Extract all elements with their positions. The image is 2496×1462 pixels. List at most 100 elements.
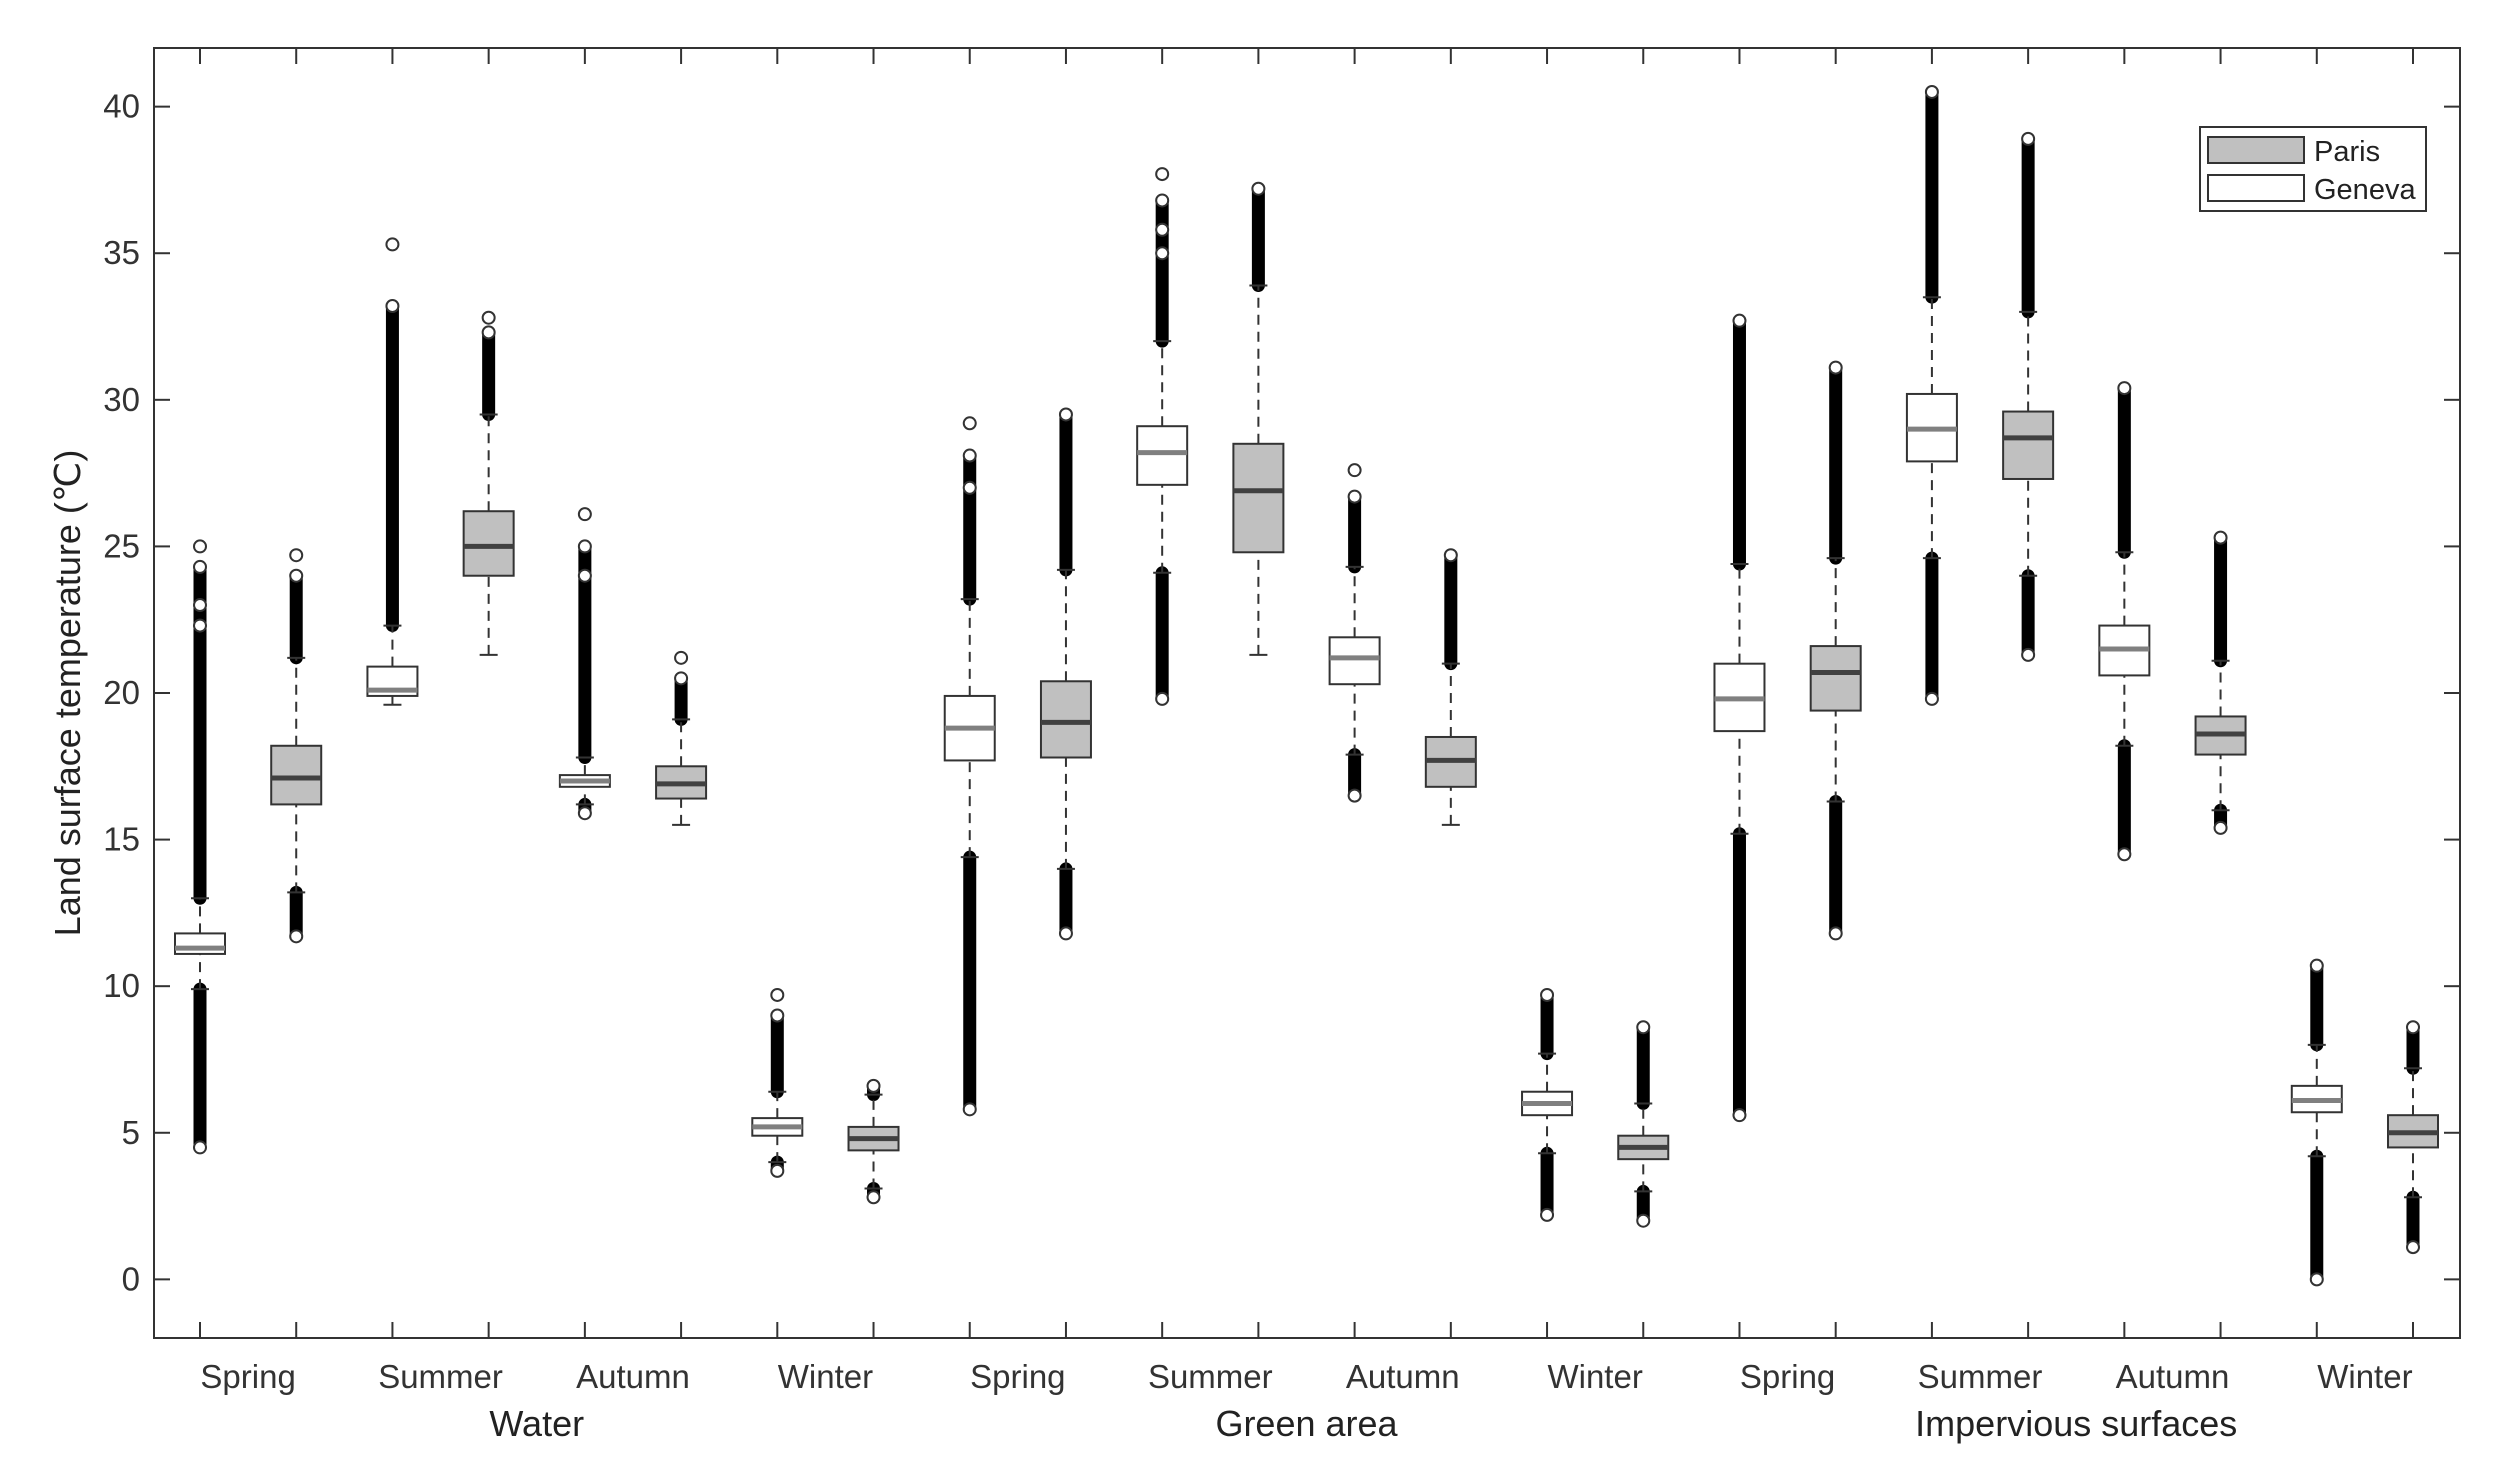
outlier-point: [1924, 84, 1939, 99]
legend-swatch-geneva: [2207, 174, 2305, 202]
y-tick-label: 30: [103, 381, 140, 418]
box-paris: [270, 744, 323, 806]
y-tick-label: 0: [122, 1260, 140, 1297]
outlier-point: [770, 1008, 785, 1023]
outlier-point: [962, 448, 977, 463]
box-geneva: [1136, 425, 1189, 486]
x-axis: [199, 48, 2414, 1338]
outlier-point: [1443, 548, 1458, 563]
outlier-point: [193, 1140, 207, 1155]
outlier-point: [2406, 1020, 2420, 1035]
legend-label-paris: Paris: [2314, 136, 2380, 168]
plot-area: [153, 47, 2461, 1339]
outlier-point: [674, 650, 689, 665]
outlier-point: [1540, 1207, 1555, 1222]
outlier-point: [2021, 131, 2036, 146]
outlier-point: [2117, 381, 2132, 396]
outlier-point: [962, 1102, 977, 1117]
outlier-point: [866, 1078, 881, 1093]
outlier-point: [2309, 1272, 2324, 1287]
outlier-point: [577, 568, 592, 583]
box-series: [174, 84, 2439, 1287]
outlier-point: [481, 325, 496, 340]
outlier-point: [193, 559, 207, 574]
season-label: Spring: [970, 1358, 1065, 1395]
season-label: Spring: [1740, 1358, 1835, 1395]
outlier-point: [1155, 246, 1170, 261]
group-label: Water: [489, 1403, 584, 1444]
legend: Paris Geneva: [2199, 126, 2427, 212]
season-label: Winter: [1547, 1358, 1642, 1395]
season-labels: Spring Summer Autumn Winter Spring Summer Autu…: [200, 1358, 2412, 1395]
y-tick-label: 10: [103, 967, 140, 1004]
outlier-point: [1636, 1213, 1651, 1228]
outlier-point: [2309, 958, 2324, 973]
outlier-point: [193, 618, 207, 633]
outlier-point: [1732, 313, 1747, 328]
outlier-point: [577, 806, 592, 821]
y-tick-label: 15: [103, 821, 140, 858]
outlier-point: [1347, 489, 1362, 504]
outlier-point: [385, 237, 400, 252]
outlier-point: [770, 1163, 785, 1178]
y-axis: 0 5 10 15 20 25 30 35 40: [103, 88, 2460, 1297]
season-label: Summer: [1918, 1358, 2043, 1395]
outlier-point: [1155, 222, 1170, 237]
y-tick-label: 5: [122, 1114, 140, 1151]
outlier-point: [2406, 1240, 2420, 1255]
outlier-point: [1058, 926, 1073, 941]
group-labels: Water Green area Impervious surfaces: [489, 1403, 2237, 1444]
season-label: Winter: [778, 1358, 873, 1395]
outlier-point: [385, 299, 400, 313]
outlier-point: [577, 507, 592, 522]
outlier-point: [1924, 691, 1939, 706]
outlier-point: [770, 987, 785, 1002]
outlier-point: [1828, 926, 1843, 941]
outlier-point: [1058, 407, 1073, 422]
group-label: Impervious surfaces: [1915, 1403, 2237, 1444]
outlier-point: [2021, 647, 2036, 662]
legend-label-geneva: Geneva: [2314, 174, 2416, 206]
box-paris: [1809, 645, 1862, 712]
y-tick-label: 35: [103, 234, 140, 271]
outlier-point: [1828, 360, 1843, 375]
box-paris: [1039, 680, 1092, 759]
outlier-point: [1155, 167, 1170, 182]
box-paris: [1232, 442, 1285, 554]
outlier-point: [2213, 820, 2228, 835]
box-geneva: [174, 932, 226, 955]
group-label: Green area: [1215, 1403, 1398, 1444]
outlier-point: [1347, 463, 1362, 478]
outlier-point: [1251, 181, 1266, 196]
outlier-point: [193, 539, 207, 554]
outlier-point: [289, 568, 304, 583]
outlier-point: [2213, 530, 2228, 545]
outlier-point: [1155, 193, 1170, 208]
outlier-point: [289, 548, 304, 563]
y-tick-label: 25: [103, 527, 140, 564]
legend-swatch-paris: [2207, 136, 2305, 164]
outlier-point: [962, 416, 977, 431]
outlier-point: [2117, 847, 2132, 862]
y-tick-label: 40: [103, 88, 140, 125]
season-label: Winter: [2317, 1358, 2412, 1395]
box-paris: [462, 510, 515, 577]
outlier-point: [1155, 691, 1170, 706]
season-label: Autumn: [2116, 1358, 2230, 1395]
season-label: Autumn: [1346, 1358, 1460, 1395]
outlier-point: [577, 539, 592, 554]
outlier-point: [674, 671, 689, 686]
outlier-point: [1636, 1020, 1651, 1035]
box-geneva: [1328, 636, 1381, 686]
outlier-point: [193, 598, 207, 613]
season-label: Summer: [1148, 1358, 1273, 1395]
season-label: Summer: [378, 1358, 503, 1395]
outlier-point: [1347, 788, 1362, 803]
box-paris: [2002, 410, 2055, 480]
outlier-point: [1732, 1108, 1747, 1123]
outlier-point: [481, 310, 496, 325]
outlier-point: [866, 1190, 881, 1205]
outlier-point: [289, 929, 304, 944]
season-label: Autumn: [576, 1358, 690, 1395]
